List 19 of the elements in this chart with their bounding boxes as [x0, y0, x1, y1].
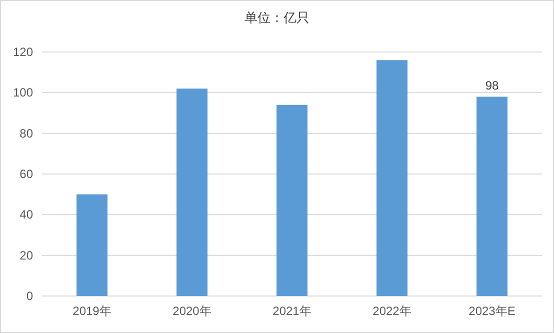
y-tick-label: 20	[20, 248, 34, 262]
bar	[276, 104, 308, 296]
y-tick-label: 60	[20, 167, 34, 181]
bar	[376, 60, 408, 296]
bar	[476, 96, 508, 296]
bar	[176, 88, 208, 296]
y-tick-label: 100	[12, 86, 34, 100]
y-tick-label: 0	[26, 289, 34, 303]
y-tick-label: 40	[20, 208, 34, 222]
x-tick-label: 2020年	[172, 304, 212, 318]
bar	[76, 194, 108, 296]
x-tick-label: 2023年E	[468, 304, 516, 318]
x-tick-label: 2022年	[372, 304, 412, 318]
y-tick-label: 80	[20, 126, 34, 140]
data-label: 98	[485, 78, 499, 93]
y-tick-label: 120	[12, 45, 34, 59]
x-tick-label: 2019年	[72, 304, 112, 318]
x-tick-label: 2021年	[272, 304, 312, 318]
chart-title: 单位：亿只	[244, 10, 310, 25]
